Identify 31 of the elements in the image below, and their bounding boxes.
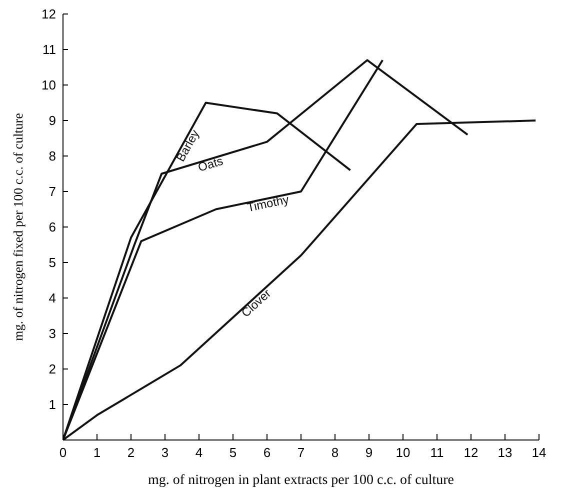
text: Timothy	[246, 192, 290, 215]
y-tick-label: 3	[48, 326, 56, 342]
y-axis-title: mg. of nitrogen fixed per 100 c.c. of culture	[10, 112, 26, 341]
y-tick-label: 9	[48, 113, 56, 128]
x-tick-label: 9	[365, 445, 373, 460]
text: Oats	[196, 154, 225, 175]
x-tick-label: 11	[430, 445, 444, 460]
y-tick-label: 10	[42, 78, 56, 93]
x-tick-label: 3	[161, 445, 169, 460]
x-tick-label: 5	[229, 445, 237, 460]
y-tick-label: 6	[48, 220, 56, 235]
y-tick-label: 1	[48, 397, 56, 412]
x-tick-label: 7	[297, 445, 305, 460]
y-tick-label: 11	[42, 42, 56, 58]
x-tick-label: 0	[59, 445, 67, 460]
x-tick-label: 4	[195, 445, 203, 460]
y-tick-label: 7	[48, 184, 56, 200]
y-tick-label: 8	[48, 148, 56, 164]
x-tick-label: 1	[93, 445, 101, 460]
x-tick-label: 14	[532, 445, 546, 460]
y-tick-label: 5	[48, 255, 56, 270]
x-tick-label: 6	[263, 445, 271, 460]
x-tick-label: 2	[127, 445, 135, 460]
y-tick-label: 12	[42, 6, 56, 22]
x-tick-label: 8	[331, 445, 339, 460]
x-tick-label: 10	[396, 445, 410, 460]
y-tick-label: 4	[48, 290, 56, 306]
y-tick-label: 2	[48, 362, 56, 377]
x-tick-label: 12	[464, 445, 478, 460]
x-axis-title: mg. of nitrogen in plant extracts per 100 c.c. of culture	[148, 473, 454, 488]
x-tick-label: 13	[498, 445, 512, 460]
